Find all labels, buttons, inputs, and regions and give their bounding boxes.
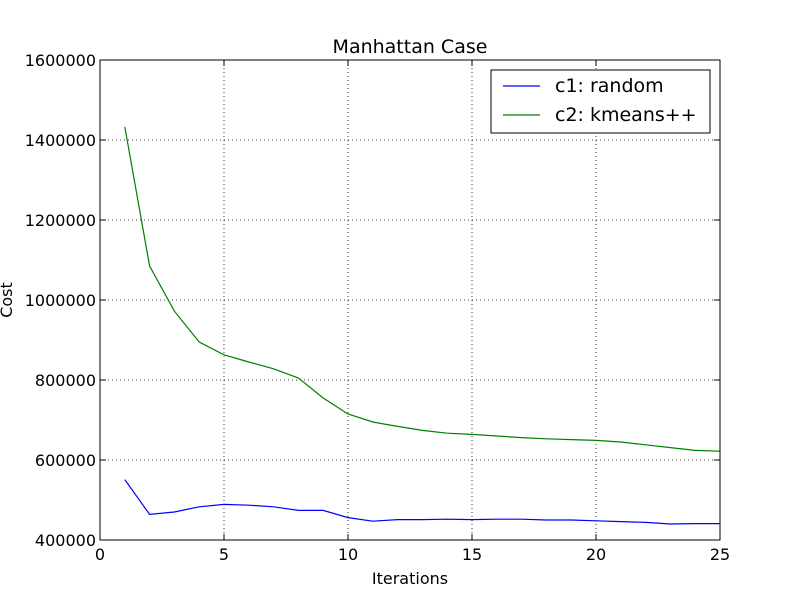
legend-box bbox=[490, 69, 711, 134]
x-tick-label: 5 bbox=[219, 545, 229, 564]
series-line-1 bbox=[124, 479, 720, 525]
grid-lines bbox=[100, 60, 720, 540]
x-tick-label: 25 bbox=[710, 545, 730, 564]
chart-title: Manhattan Case bbox=[333, 36, 488, 58]
x-tick-label: 10 bbox=[338, 545, 358, 564]
x-tick-label: 0 bbox=[95, 545, 105, 564]
y-tick-label: 400000 bbox=[35, 531, 96, 550]
legend-label-c1: c1: random bbox=[555, 75, 664, 97]
series-lines bbox=[124, 126, 721, 525]
y-tick-label: 1400000 bbox=[25, 131, 96, 150]
y-tick-label: 600000 bbox=[35, 451, 96, 470]
x-axis-title: Iterations bbox=[372, 569, 448, 588]
series-line-2 bbox=[124, 126, 721, 452]
legend: c1: random c2: kmeans++ bbox=[490, 69, 711, 134]
y-axis-title: Cost bbox=[0, 282, 16, 318]
axis-tick-labels: 0 5 10 15 20 25 400000 600000 800000 1000000 12000… bbox=[25, 51, 730, 564]
y-tick-label: 1600000 bbox=[25, 51, 96, 70]
y-tick-label: 1200000 bbox=[25, 211, 96, 230]
y-tick-label: 800000 bbox=[35, 371, 96, 390]
legend-label-c2: c2: kmeans++ bbox=[555, 104, 697, 126]
x-tick-label: 15 bbox=[462, 545, 482, 564]
axis-ticks bbox=[99, 59, 721, 541]
x-tick-label: 20 bbox=[586, 545, 606, 564]
y-tick-label: 1000000 bbox=[25, 291, 96, 310]
